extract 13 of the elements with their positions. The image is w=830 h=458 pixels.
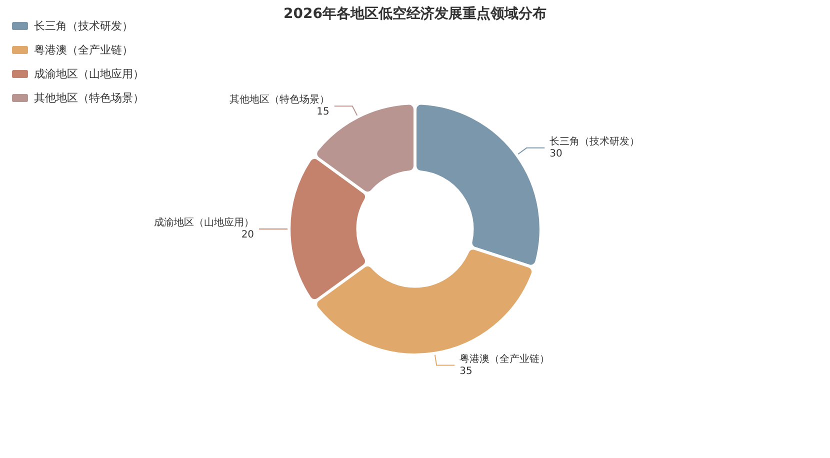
data-label: 15 xyxy=(316,106,330,118)
data-label: 20 xyxy=(241,230,254,240)
data-label: 35 xyxy=(460,366,472,377)
slice-label: 成渝地区（山地应用） xyxy=(154,216,254,228)
legend-label: 长三角（技术研发） xyxy=(34,20,133,32)
legend-label: 成渝地区（山地应用） xyxy=(34,68,144,80)
slice-label: 其他地区（特色场景） xyxy=(229,94,330,106)
legend-label: 其他地区（特色场景） xyxy=(34,92,144,104)
legend-label: 粤港澳（全产业链） xyxy=(34,44,133,56)
slice-label: 粤港澳（全产业链） xyxy=(460,352,550,365)
slice-label: 长三角（技术研发） xyxy=(550,135,640,148)
chart-title: 2026年各地区低空经济发展重点领域分布 xyxy=(284,5,546,22)
data-label: 30 xyxy=(550,148,562,160)
